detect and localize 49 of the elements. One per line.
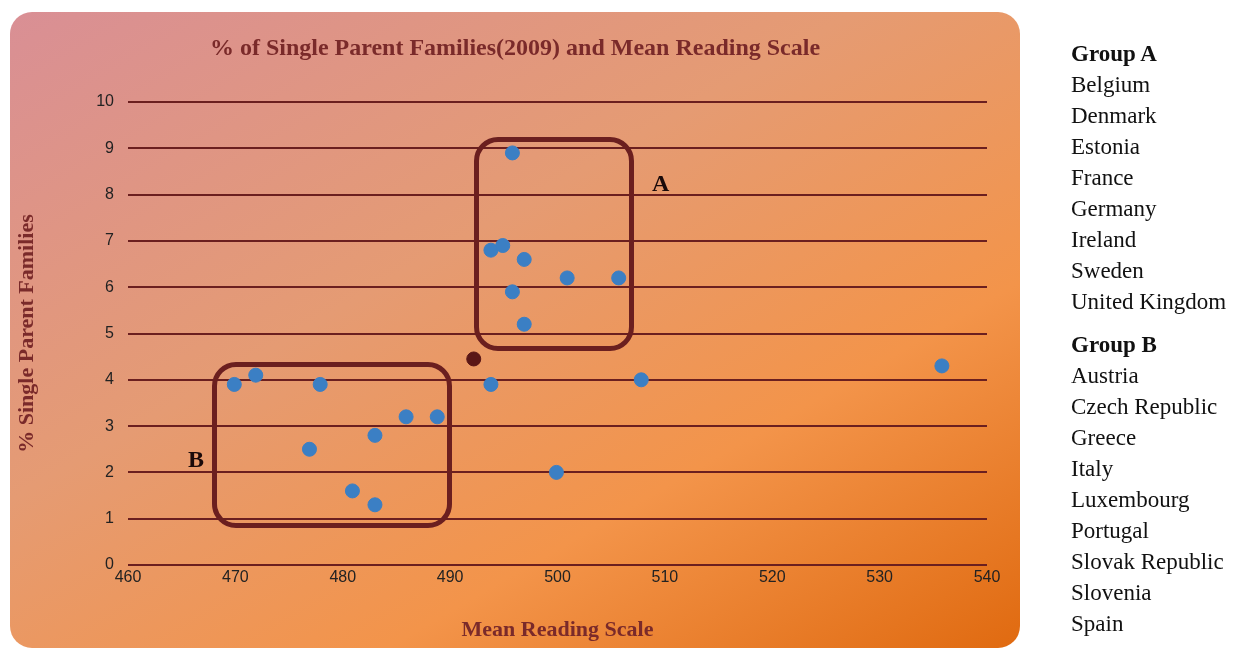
point [248,367,264,383]
x-axis-title: Mean Reading Scale [461,616,654,642]
point [633,372,649,388]
y-tick-label: 0 [105,555,115,573]
y-tick-label: 6 [105,277,115,295]
y-tick-label: 8 [105,185,115,203]
point [504,145,520,161]
point [398,409,414,425]
y-axis-title: % Single Parent Families [12,213,38,453]
text: Group A Belgium Denmark Estonia France Germany Ireland Sweden United Kingdom [1071,41,1227,314]
x-tick-label: 500 [544,568,571,586]
point [516,316,532,332]
y-tick-label: 1 [105,509,115,527]
y-tick-label: 3 [105,416,115,434]
point [429,409,445,425]
y-tick-label: 7 [105,231,115,249]
y-tick-label: 4 [105,370,115,388]
point [483,376,499,392]
point [312,376,328,392]
x-tick-label: 470 [222,568,249,586]
point [504,284,520,300]
y-tick-label: 10 [96,92,115,110]
y-tick-label: 9 [105,138,115,156]
x-tick-label: 520 [758,568,786,586]
point [466,351,482,367]
y-tick-label: 2 [105,462,115,480]
chart-title: % of Single Parent Families(2009) and Mean Reading Scale [208,34,822,61]
x-tick-label: 510 [651,568,679,586]
point [611,270,627,286]
point [934,358,950,374]
point [344,483,360,499]
point [483,242,499,258]
point [367,427,383,443]
text: Group B Austria Czech Republic Greece Italy Luxembourg Portugal Slovak Republic Slovenia Spain [1071,332,1224,636]
point [495,238,511,254]
x-tick-label: 460 [114,568,142,586]
annotation: B [188,446,205,473]
x-tick-label: 480 [329,568,357,586]
point [548,464,564,480]
x-tick-label: 530 [866,568,894,586]
annotation: A [652,170,670,197]
point [516,251,532,267]
point [559,270,575,286]
point [367,497,383,513]
point [226,376,242,392]
point [301,441,317,457]
x-tick-label: 540 [973,568,1001,586]
x-tick-label: 490 [436,568,464,586]
y-tick-label: 5 [105,323,115,341]
